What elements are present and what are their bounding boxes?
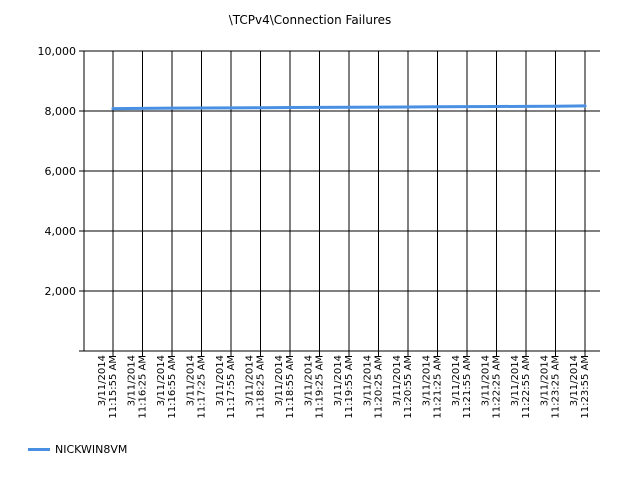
axes: [79, 50, 600, 356]
x-tick-label-date: 3/11/2014: [363, 355, 374, 406]
y-tick-label: 6,000: [45, 165, 77, 178]
x-tick-label-time: 11:23:25 AM: [551, 355, 562, 419]
x-tick-label: 3/11/2014 11:17:25 AM: [186, 355, 208, 419]
data-point: [288, 106, 292, 110]
x-tick-label-time: 11:21:55 AM: [462, 355, 473, 419]
y-tick-labels: 2,000 4,000 6,000 8,000 10,000: [38, 45, 77, 298]
x-tick-label: 3/11/2014 11:20:25 AM: [363, 355, 385, 419]
data-point: [436, 105, 439, 109]
data-point: [141, 106, 144, 110]
x-tick-label: 3/11/2014 11:21:25 AM: [422, 355, 444, 419]
data-point: [318, 105, 321, 109]
x-tick-label-time: 11:15:55 AM: [108, 355, 119, 419]
data-point: [170, 106, 174, 110]
y-tick-label: 8,000: [45, 105, 77, 118]
x-tick-label: 3/11/2014 11:18:55 AM: [274, 355, 296, 419]
x-tick-label: 3/11/2014 11:22:25 AM: [481, 355, 503, 419]
data-point: [377, 105, 380, 109]
x-tick-label-time: 11:16:55 AM: [167, 355, 178, 419]
x-tick-label-date: 3/11/2014: [422, 355, 433, 406]
data-point: [111, 107, 115, 111]
x-tick-label: 3/11/2014 11:23:55 AM: [569, 355, 591, 419]
x-tick-label: 3/11/2014 11:19:55 AM: [333, 355, 355, 419]
x-tick-label: 3/11/2014 11:22:55 AM: [510, 355, 532, 419]
x-tick-label-time: 11:19:55 AM: [344, 355, 355, 419]
x-tick-label: 3/11/2014 11:20:55 AM: [392, 355, 414, 419]
chart-title: \TCPv4\Connection Failures: [229, 13, 392, 27]
x-tick-label-date: 3/11/2014: [304, 355, 315, 406]
x-tick-label-time: 11:18:25 AM: [256, 355, 267, 419]
x-tick-label-date: 3/11/2014: [274, 355, 285, 406]
x-tick-label-time: 11:22:25 AM: [492, 355, 503, 419]
x-tick-label-time: 11:20:55 AM: [403, 355, 414, 419]
x-tick-label-time: 11:21:25 AM: [433, 355, 444, 419]
y-tick-label: 4,000: [45, 225, 77, 238]
x-tick-label-time: 11:20:25 AM: [374, 355, 385, 419]
data-point: [524, 104, 528, 108]
x-tick-label-date: 3/11/2014: [451, 355, 462, 406]
legend-label-nickwin8vm: NICKWIN8VM: [55, 443, 128, 456]
data-point: [495, 105, 498, 108]
x-tick-label: 3/11/2014 11:21:55 AM: [451, 355, 473, 419]
legend-swatch-nickwin8vm: [28, 448, 50, 451]
data-point: [583, 104, 587, 108]
data-point: [465, 105, 469, 109]
data-point: [347, 105, 351, 109]
x-tick-label-date: 3/11/2014: [481, 355, 492, 406]
x-tick-label: 3/11/2014 11:16:55 AM: [156, 355, 178, 419]
y-tick-label: 10,000: [38, 45, 77, 58]
x-tick-label-date: 3/11/2014: [245, 355, 256, 406]
x-tick-label-date: 3/11/2014: [127, 355, 138, 406]
x-tick-label-date: 3/11/2014: [540, 355, 551, 406]
x-tick-label: 3/11/2014 11:15:55 AM: [97, 355, 119, 419]
x-tick-label-date: 3/11/2014: [97, 355, 108, 406]
data-point: [406, 105, 410, 109]
data-point: [554, 104, 557, 108]
x-tick-label-time: 11:17:55 AM: [226, 355, 237, 419]
x-tick-label-date: 3/11/2014: [510, 355, 521, 406]
x-tick-label: 3/11/2014 11:16:25 AM: [127, 355, 149, 419]
x-tick-label: 3/11/2014 11:17:55 AM: [215, 355, 237, 419]
x-tick-label-time: 11:16:25 AM: [138, 355, 149, 419]
legend: NICKWIN8VM: [28, 443, 127, 456]
x-tick-label-time: 11:19:25 AM: [315, 355, 326, 419]
x-tick-label-date: 3/11/2014: [333, 355, 344, 406]
series-lines: [111, 104, 587, 111]
x-tick-label-time: 11:17:25 AM: [197, 355, 208, 419]
x-tick-label-date: 3/11/2014: [156, 355, 167, 406]
data-point: [259, 106, 262, 110]
x-tick-labels: 3/11/2014 11:15:55 AM 3/11/2014 11:16:25 AM…: [97, 355, 591, 419]
x-tick-label: 3/11/2014 11:18:25 AM: [245, 355, 267, 419]
x-tick-label-time: 11:18:55 AM: [285, 355, 296, 419]
grid: [84, 50, 600, 351]
y-tick-label: 2,000: [45, 285, 77, 298]
x-tick-label-time: 11:23:55 AM: [580, 355, 591, 419]
x-tick-label: 3/11/2014 11:23:25 AM: [540, 355, 562, 419]
data-point: [229, 106, 233, 110]
x-tick-label-date: 3/11/2014: [392, 355, 403, 406]
x-tick-label-date: 3/11/2014: [569, 355, 580, 406]
x-tick-label-date: 3/11/2014: [186, 355, 197, 406]
x-tick-label-time: 11:22:55 AM: [521, 355, 532, 419]
x-tick-label: 3/11/2014 11:19:25 AM: [304, 355, 326, 419]
x-tick-label-date: 3/11/2014: [215, 355, 226, 406]
data-point: [200, 106, 203, 110]
